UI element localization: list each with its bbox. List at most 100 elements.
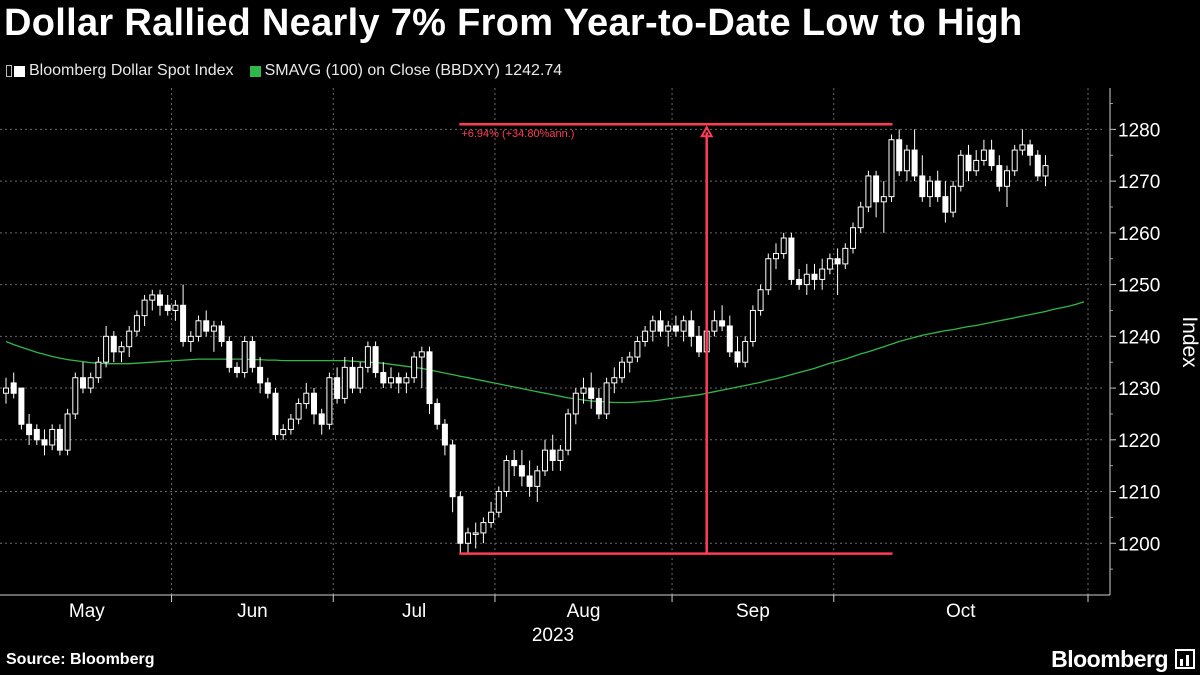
candle-body [264,382,271,394]
candle-body [341,366,348,399]
candle-body [811,273,818,280]
candle-body [957,154,964,187]
sma-line [5,301,1085,404]
candle-body [773,253,779,260]
candle-body [49,428,56,446]
candle-body [441,423,448,446]
candle-body [180,304,187,342]
candle-body [503,459,510,493]
candle-body [380,372,387,384]
legend-label-index: Bloomberg Dollar Spot Index [29,62,234,79]
candle-body [880,196,887,203]
y-tick-label: 1260 [1118,224,1160,245]
candle-body [10,382,17,394]
candle-body [850,227,856,249]
candle-body [826,258,833,270]
gridlines [0,88,1102,595]
candle-body [403,377,410,384]
candle-body [133,315,140,332]
candle-body [1004,170,1010,187]
candle-body [857,206,864,229]
candle-body [287,418,294,430]
candle-body [272,392,279,436]
candle-body [634,341,641,358]
candle-body [726,325,733,353]
candle-body [349,366,356,389]
candle-body [696,335,702,353]
candle-body [126,330,133,348]
candle-body [680,320,687,332]
bloomberg-chart-icon [1175,649,1195,669]
candle-body [1019,144,1026,151]
candle-body [980,149,987,161]
x-tick-label: Aug [567,601,601,622]
legend-swatch-green [249,65,261,77]
candle-body [511,459,518,467]
candle-body [588,387,595,399]
candle-body [149,294,156,301]
candle-body [526,475,533,487]
candle-body [103,335,110,363]
candle-body [973,159,980,172]
candle-body [257,366,264,384]
candle-body [888,139,895,198]
candle-body [418,351,425,358]
candle-body [911,149,918,177]
candle-body [226,341,233,368]
candle-body [187,335,194,343]
candle-body [780,237,787,255]
legend-swatch-white [14,65,25,77]
candle-body [449,444,456,498]
y-tick-label: 1270 [1118,172,1160,193]
candle-body [903,149,910,172]
bloomberg-logo-text: Bloomberg [1051,646,1168,672]
candle-body [303,392,310,405]
candle-body [480,522,487,534]
candle-body [996,165,1003,187]
annotation-arrow-head [700,125,714,138]
x-axis-year-label: 2023 [532,625,574,646]
candle-body [203,320,210,332]
candle-body [534,470,541,487]
candle-body [572,392,579,415]
candle-body [241,341,248,374]
candle-body [95,361,102,379]
source-note: Source: Bloomberg [6,651,155,668]
candle-body [919,175,926,198]
x-tick-label: Jul [402,601,426,622]
candle-body [426,351,433,405]
candle-body [603,382,610,415]
candle-body [988,149,995,167]
candle-body [1011,149,1018,172]
candle-body [110,335,117,353]
candle-body [465,532,471,544]
candle-body [311,392,317,415]
candle-body [488,511,495,524]
candle-body [842,247,849,265]
candle-body [334,377,341,399]
candle-body [742,341,749,363]
candle-body [388,377,394,384]
candle-body [649,320,656,332]
candle-body [218,325,225,342]
candle-body [372,346,379,374]
candle-body [3,387,9,394]
candle-body [472,532,479,535]
candle-body [595,397,602,415]
candle-body [626,356,633,363]
candle-body [757,289,764,311]
candle-body [865,175,872,208]
candle-body [234,366,240,374]
candle-body [434,403,441,425]
candle-body [80,377,86,389]
x-tick-label: Sep [736,601,770,622]
candle-body [672,325,679,332]
candle-body [934,180,941,198]
candle-body [619,361,625,379]
candles [3,129,1049,554]
legend-label-sma: SMAVG (100) on Close (BBDXY) 1242.74 [264,62,563,79]
legend-entry-index: Bloomberg Dollar Spot Index [6,62,234,80]
candle-body [565,413,572,451]
chart-title: Dollar Rallied Nearly 7% From Year-to-Da… [4,2,1023,44]
